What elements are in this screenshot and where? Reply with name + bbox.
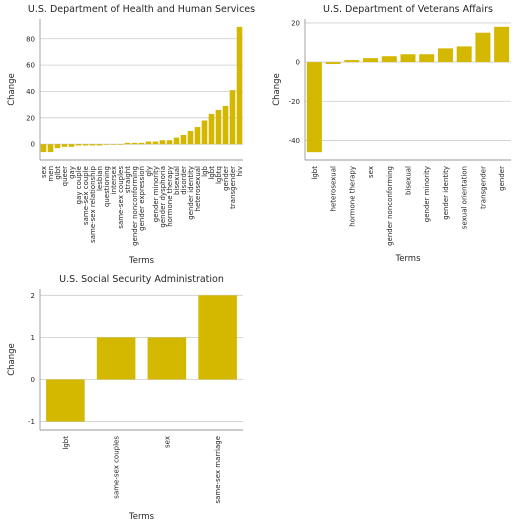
x-tick-label: gender — [498, 166, 506, 191]
bar-transgender — [230, 90, 236, 144]
bar-gay-couple — [76, 144, 82, 145]
x-tick-label: sex — [367, 166, 375, 178]
bar-sex — [363, 58, 378, 62]
bar-lgbtq — [216, 110, 222, 144]
bar-gender-identity — [188, 131, 194, 144]
y-axis-label: Change — [7, 343, 17, 376]
y-tick-label: 0 — [31, 376, 35, 384]
x-tick-label: bisexual — [405, 166, 413, 195]
x-tick-label: sexual orientation — [461, 166, 469, 229]
bar-same-sex-couples — [118, 144, 124, 145]
x-tick-label: gender nonconforming — [386, 166, 394, 246]
bar-same-sex-relationship — [90, 144, 96, 145]
x-tick-label: sex — [163, 436, 171, 448]
y-tick-label: -20 — [289, 98, 300, 106]
bar-glbt — [55, 144, 61, 148]
bar-straight — [125, 143, 131, 144]
chart-title: U.S. Social Security Administration — [59, 274, 224, 285]
bar-lesbian — [97, 144, 103, 145]
bar-lgb — [202, 120, 208, 144]
x-tick-label: heterosexual — [330, 166, 338, 212]
chart-panel-2: -40 -20 0 20 lgbt heterosexual hormone therapy… — [272, 4, 511, 264]
bar-hormone-therapy — [167, 140, 173, 144]
chart-title: U.S. Department of Veterans Affairs — [323, 4, 493, 15]
bar-hormone-therapy — [344, 60, 359, 62]
y-tick-label: 20 — [291, 19, 300, 27]
bar-hiv — [237, 27, 243, 144]
bar-gender — [223, 106, 229, 144]
bar-gender-nonconforming — [132, 143, 138, 144]
bar-gender — [494, 27, 509, 62]
bar-gay — [69, 144, 75, 147]
x-axis-label: Terms — [128, 512, 155, 522]
bar-gly — [146, 142, 152, 145]
bar-disorder — [181, 135, 187, 144]
y-tick-label: 1 — [31, 334, 35, 342]
x-tick-label: lgbt — [311, 166, 319, 180]
chart-panel-3: -1 0 1 2 lgbt same-sex couples sex same-sex mar… — [7, 274, 243, 522]
bar-intersex — [111, 144, 117, 145]
bar-lgbt — [209, 114, 215, 144]
bar-questioning — [104, 144, 110, 145]
y-tick-label: 80 — [26, 35, 35, 43]
y-tick-label: 0 — [296, 59, 300, 67]
chart-title: U.S. Department of Health and Human Serv… — [28, 4, 255, 15]
x-axis-label: Terms — [128, 256, 155, 266]
bar-gender-nonconforming — [382, 56, 397, 62]
bar-gender-identity — [438, 48, 453, 62]
bar-men — [48, 144, 54, 152]
y-tick-label: 40 — [26, 88, 35, 96]
x-tick-label: hiv — [236, 166, 244, 177]
bar-same-sex-couples — [97, 337, 136, 379]
y-axis-label: Change — [7, 73, 17, 106]
y-tick-label: -1 — [28, 418, 35, 426]
bar-sexual-orientation — [457, 46, 472, 62]
x-tick-label: lgbt — [62, 436, 70, 450]
bar-lgbt — [307, 62, 322, 152]
y-tick-label: 60 — [26, 62, 35, 70]
bar-sex — [41, 144, 47, 152]
bar-transgender — [475, 33, 490, 62]
bar-heterosexual — [195, 127, 201, 144]
bar-same-sex-couple — [83, 144, 89, 145]
bar-gender-expression — [139, 143, 145, 144]
x-tick-label: transgender — [479, 166, 487, 209]
x-tick-label: same-sex couples — [113, 436, 121, 499]
x-tick-label: gender identity — [442, 166, 450, 220]
bar-gender-dysphoria — [160, 140, 166, 144]
bar-gender-minority — [419, 54, 434, 62]
y-tick-label: -40 — [289, 137, 300, 145]
bar-bisexual — [401, 54, 416, 62]
x-tick-label: same-sex marriage — [214, 436, 222, 504]
x-tick-label: hormone therapy — [348, 166, 356, 227]
y-tick-label: 2 — [31, 292, 35, 300]
x-axis-label: Terms — [394, 254, 421, 264]
bar-same-sex-marriage — [198, 295, 237, 379]
bar-lgbt — [46, 379, 85, 421]
x-tick-label: gender minority — [423, 166, 431, 222]
bar-heterosexual — [326, 62, 341, 64]
y-tick-label: 0 — [31, 141, 35, 149]
bar-queer — [62, 144, 68, 147]
bar-sex — [148, 337, 187, 379]
y-axis-label: Change — [272, 73, 282, 106]
bar-bisexual — [174, 138, 180, 145]
y-tick-label: 20 — [26, 114, 35, 122]
bar-gender-minority — [153, 142, 159, 145]
